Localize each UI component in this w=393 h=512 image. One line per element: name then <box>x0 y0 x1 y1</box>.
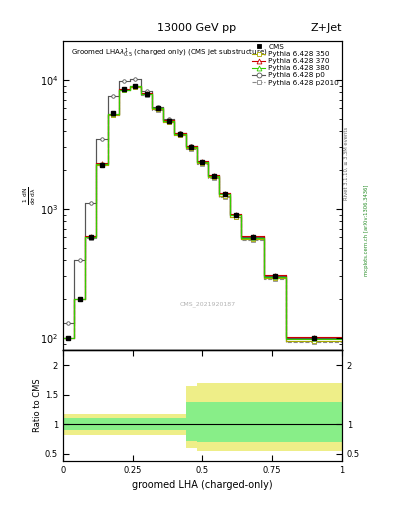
CMS <box>189 144 194 151</box>
CMS <box>144 91 149 97</box>
CMS <box>222 191 227 197</box>
Text: mcplots.cern.ch [arXiv:1306.3436]: mcplots.cern.ch [arXiv:1306.3436] <box>364 185 369 276</box>
CMS <box>133 82 138 89</box>
CMS <box>122 86 127 92</box>
Y-axis label: $\mathregular{\frac{1}{\mathrm{d}\sigma}\frac{\mathrm{d}N}{\mathrm{d}\lambda}}$: $\mathregular{\frac{1}{\mathrm{d}\sigma}… <box>22 186 38 205</box>
CMS <box>66 335 71 341</box>
Text: Rivet 3.1.10, ≥ 3.3M events: Rivet 3.1.10, ≥ 3.3M events <box>344 127 349 201</box>
CMS <box>155 105 160 112</box>
CMS <box>233 211 238 218</box>
X-axis label: groomed LHA (charged-only): groomed LHA (charged-only) <box>132 480 273 490</box>
CMS <box>88 234 93 241</box>
CMS <box>312 335 316 341</box>
Line: CMS: CMS <box>66 83 316 340</box>
CMS <box>77 296 82 302</box>
CMS <box>111 110 116 116</box>
Text: Z+Jet: Z+Jet <box>310 23 342 33</box>
CMS <box>211 173 216 179</box>
Text: Groomed LHA$\lambda^{1}_{0.5}$ (charged only) (CMS jet substructure): Groomed LHA$\lambda^{1}_{0.5}$ (charged … <box>71 47 268 60</box>
CMS <box>178 131 182 137</box>
CMS <box>273 273 277 280</box>
CMS <box>200 159 205 165</box>
CMS <box>250 234 255 241</box>
Text: 13000 GeV pp: 13000 GeV pp <box>157 23 236 33</box>
Text: CMS_2021920187: CMS_2021920187 <box>180 301 236 307</box>
CMS <box>167 118 171 124</box>
Y-axis label: Ratio to CMS: Ratio to CMS <box>33 379 42 432</box>
Legend: CMS, Pythia 6.428 350, Pythia 6.428 370, Pythia 6.428 380, Pythia 6.428 p0, Pyth: CMS, Pythia 6.428 350, Pythia 6.428 370,… <box>252 43 340 87</box>
CMS <box>99 162 104 168</box>
